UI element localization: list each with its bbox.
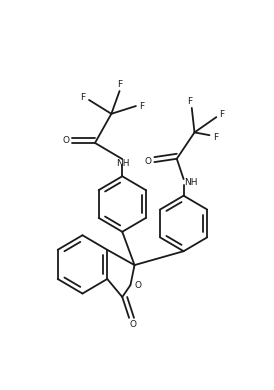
Text: NH: NH: [116, 159, 130, 168]
Text: O: O: [135, 280, 142, 289]
Text: F: F: [219, 110, 224, 119]
Text: F: F: [81, 93, 85, 102]
Text: O: O: [145, 157, 152, 166]
Text: NH: NH: [184, 179, 197, 188]
Text: F: F: [187, 98, 192, 106]
Text: F: F: [117, 80, 122, 89]
Text: F: F: [139, 101, 144, 110]
Text: O: O: [130, 320, 137, 329]
Text: O: O: [62, 136, 69, 145]
Text: F: F: [213, 133, 218, 142]
